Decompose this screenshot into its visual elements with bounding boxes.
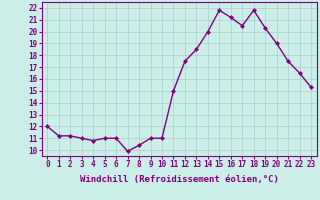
X-axis label: Windchill (Refroidissement éolien,°C): Windchill (Refroidissement éolien,°C) bbox=[80, 175, 279, 184]
